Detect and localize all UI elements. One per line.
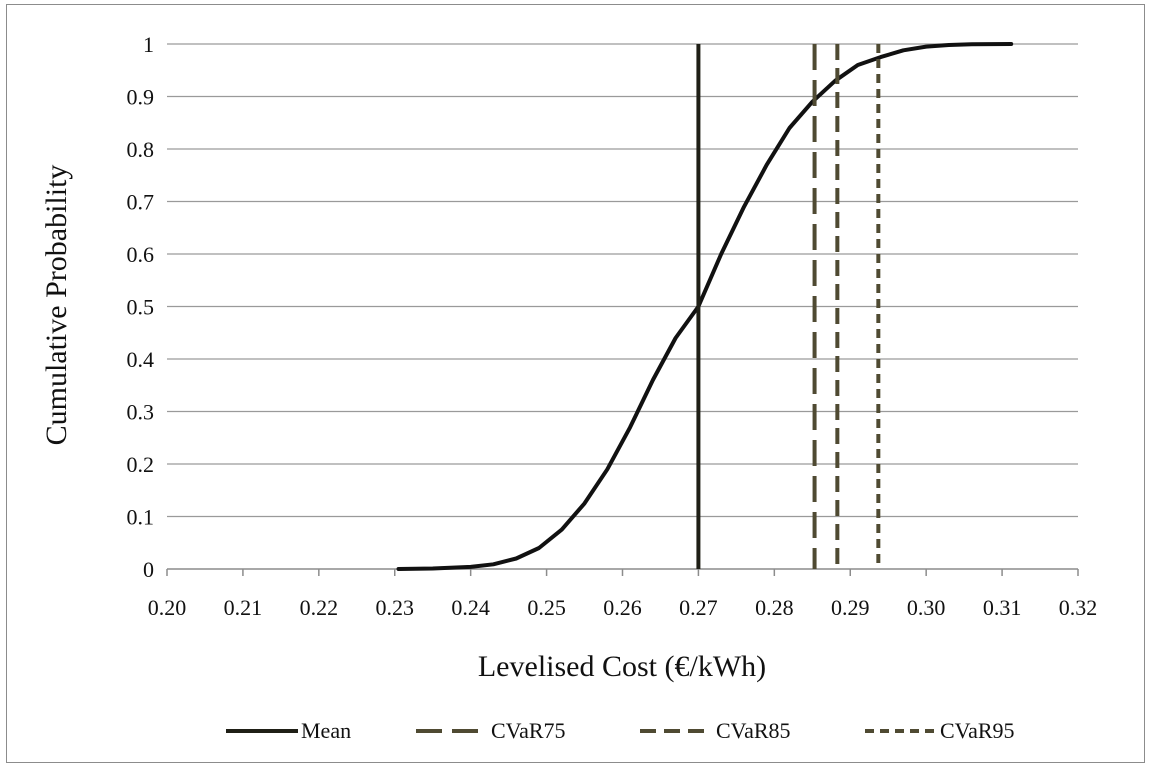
y-tick-label: 0.4: [127, 347, 155, 372]
legend-item-cvar85: CVaR85: [640, 718, 791, 743]
y-tick-label: 0.9: [127, 85, 155, 110]
reference-lines: [696, 44, 881, 569]
x-tick-label: 0.29: [831, 595, 870, 620]
x-tick-label: 0.20: [148, 595, 187, 620]
legend-item-mean: Mean: [226, 718, 351, 743]
chart-frame: [6, 4, 1145, 763]
y-tick-label: 0.7: [127, 190, 155, 215]
y-tick-label: 1: [143, 32, 154, 57]
x-tick-label: 0.28: [755, 595, 794, 620]
y-tick-labels: 0 0.1 0.2 0.3 0.4 0.5 0.6 0.7 0.8 0.9 1: [127, 32, 155, 582]
x-tick-label: 0.30: [907, 595, 946, 620]
y-tick-label: 0.6: [127, 242, 155, 267]
x-tick-label: 0.31: [983, 595, 1022, 620]
x-tick-label: 0.25: [527, 595, 566, 620]
y-tick-label: 0: [143, 557, 154, 582]
x-axis-title: Levelised Cost (€/kWh): [478, 650, 766, 683]
x-tick-label: 0.24: [451, 595, 490, 620]
x-tick-label: 0.21: [224, 595, 263, 620]
legend-label-cvar85: CVaR85: [716, 718, 791, 743]
x-tick-label: 0.23: [376, 595, 415, 620]
legend-label-cvar75: CVaR75: [491, 718, 566, 743]
axes: [166, 568, 1079, 576]
legend-label-cvar95: CVaR95: [940, 718, 1015, 743]
y-tick-label: 0.5: [127, 295, 155, 320]
x-tick-label: 0.26: [603, 595, 642, 620]
x-tick-label: 0.32: [1059, 595, 1098, 620]
gridlines: [167, 43, 1078, 518]
series-layer: [396, 42, 1014, 571]
legend-label-mean: Mean: [301, 718, 351, 743]
x-tick-label: 0.22: [300, 595, 339, 620]
y-tick-label: 0.2: [127, 452, 155, 477]
x-tick-labels: 0.20 0.21 0.22 0.23 0.24 0.25 0.26 0.27 0.28 0.29…: [148, 595, 1098, 620]
y-tick-label: 0.1: [127, 505, 155, 530]
y-tick-label: 0.3: [127, 400, 155, 425]
legend: Mean CVaR75 CVaR85 CVaR95: [226, 718, 1015, 743]
legend-item-cvar95: CVaR95: [865, 718, 1015, 743]
legend-item-cvar75: CVaR75: [416, 718, 566, 743]
cdf-curve: [396, 42, 1014, 571]
x-tick-label: 0.27: [679, 595, 718, 620]
y-axis-title: Cumulative Probability: [40, 165, 73, 446]
y-tick-label: 0.8: [127, 137, 155, 162]
